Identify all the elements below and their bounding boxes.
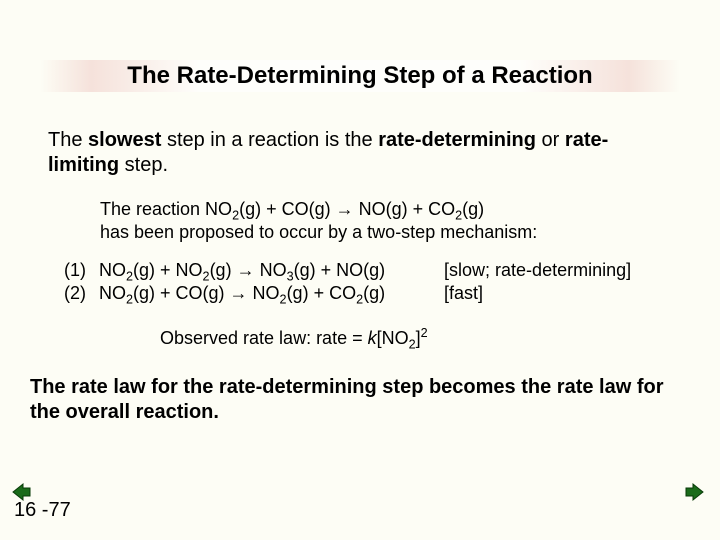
step-number: (1) (64, 259, 94, 282)
step-note: [slow; rate-determining] (444, 259, 631, 282)
conclusion: The rate law for the rate-determining st… (30, 375, 676, 425)
arrow-left-icon (10, 482, 32, 502)
intro-text: step. (119, 154, 168, 176)
reaction-text: (g) + CO(g) → NO(g) + CO (239, 199, 455, 219)
intro-text: The (48, 129, 88, 151)
observed-label: Observed rate law: rate = (160, 328, 368, 348)
mechanism-steps: (1) NO2(g) + NO2(g) → NO3(g) + NO(g) [sl… (64, 259, 680, 306)
page-number: 16 -77 (14, 499, 71, 522)
intro-bold-rate-determining: rate-determining (378, 129, 536, 151)
arrow-right-icon (684, 482, 706, 502)
step-equation: NO2(g) + CO(g) → NO2(g) + CO2(g) (99, 282, 439, 305)
intro-text: step in a reaction is the (161, 129, 378, 151)
next-slide-button[interactable] (684, 482, 706, 502)
overall-reaction: The reaction NO2(g) + CO(g) → NO(g) + CO… (100, 198, 680, 243)
intro-bold-slowest: slowest (88, 129, 161, 151)
rate-constant-k: k (368, 328, 377, 348)
reaction-text: The reaction NO (100, 199, 232, 219)
intro-text: or (536, 129, 565, 151)
observed-rate-law: Observed rate law: rate = k[NO2]2 (160, 328, 680, 349)
step-2: (2) NO2(g) + CO(g) → NO2(g) + CO2(g) [fa… (64, 282, 680, 305)
reaction-text: (g) (462, 199, 484, 219)
step-1: (1) NO2(g) + NO2(g) → NO3(g) + NO(g) [sl… (64, 259, 680, 282)
prev-slide-button[interactable] (10, 482, 32, 502)
step-number: (2) (64, 282, 94, 305)
intro-paragraph: The slowest step in a reaction is the ra… (48, 128, 672, 178)
slide-title: The Rate-Determining Step of a Reaction (40, 60, 680, 92)
step-equation: NO2(g) + NO2(g) → NO3(g) + NO(g) (99, 259, 439, 282)
step-note: [fast] (444, 282, 483, 305)
reaction-line2: has been proposed to occur by a two-step… (100, 222, 537, 242)
